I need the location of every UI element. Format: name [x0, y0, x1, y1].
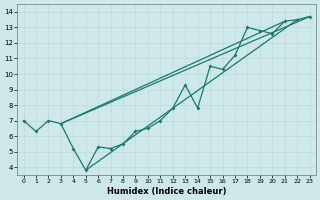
X-axis label: Humidex (Indice chaleur): Humidex (Indice chaleur)	[107, 187, 226, 196]
